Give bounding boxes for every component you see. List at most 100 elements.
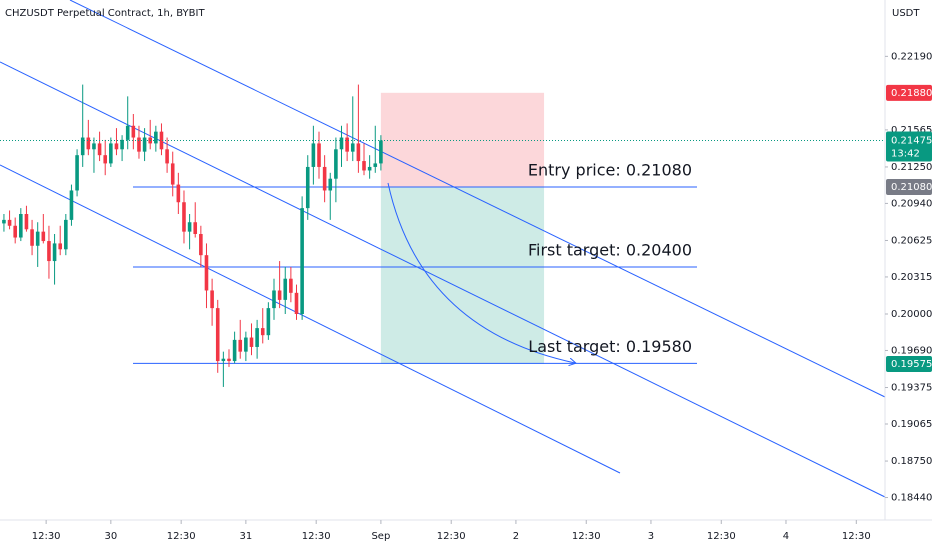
candle-body [232, 339, 237, 362]
x-tick-label: 2 [513, 531, 519, 542]
candle-body [210, 290, 214, 309]
candle-body [311, 143, 316, 167]
candle-body [125, 125, 130, 140]
candle-body [305, 166, 310, 209]
x-tick-label: 12:30 [842, 531, 871, 542]
y-tick-label: 0.20000 [891, 309, 932, 320]
candle-body [58, 243, 63, 250]
candle-body [41, 231, 46, 242]
y-tick-label: 0.19065 [891, 419, 932, 430]
candle-body [227, 358, 231, 362]
candle-body [199, 234, 203, 256]
candle-body [255, 328, 259, 347]
candle-body [159, 131, 164, 150]
candle-body [300, 208, 304, 314]
candle-body [294, 292, 299, 314]
candle-body [356, 143, 361, 162]
price-tag [886, 356, 932, 372]
projection-arrow [387, 182, 575, 363]
candle-body [103, 155, 108, 164]
candle-body [345, 137, 349, 152]
price-tag [886, 131, 932, 162]
price-tag [886, 84, 932, 101]
candle-body [35, 231, 40, 246]
price-tag-label: 0.21880 [891, 88, 932, 99]
x-tick-label: 12:30 [32, 531, 61, 542]
candle-body [244, 337, 248, 352]
x-tick-label: 12:30 [167, 531, 196, 542]
candle-body [362, 161, 366, 171]
candle-body [221, 358, 226, 362]
candle-body [19, 214, 23, 238]
y-tick-label: 0.20625 [891, 235, 932, 246]
candle-body [193, 222, 198, 234]
candle-body [350, 143, 355, 152]
x-tick-label: 4 [783, 531, 789, 542]
candle-body [75, 155, 79, 191]
x-tick-label: 12:30 [707, 531, 736, 542]
y-tick-label: 0.21250 [891, 162, 932, 173]
candle-body [289, 278, 293, 293]
level-label: Entry price: 0.21080 [528, 160, 692, 179]
candle-body [334, 149, 338, 179]
candle-body [328, 178, 333, 191]
candle-body [69, 190, 74, 220]
candle-body [109, 143, 113, 164]
candle-body [204, 255, 209, 291]
candle-body [24, 214, 29, 230]
candle-body [114, 143, 119, 150]
candle-body [97, 143, 102, 156]
y-tick-label: 0.20940 [891, 198, 932, 209]
chart-title: CHZUSDT Perpetual Contract, 1h, BYBIT [5, 8, 205, 19]
candle-body [238, 339, 243, 352]
candle-body [266, 308, 271, 336]
candle-body [120, 139, 124, 150]
x-tick-label: 3 [648, 531, 654, 542]
y-tick-label: 0.18750 [891, 456, 932, 467]
candle-body [13, 225, 17, 238]
channel-line [69, 0, 886, 398]
candle-body [80, 137, 85, 156]
candle-body [176, 184, 181, 203]
y-tick-label: 0.21565 [891, 125, 932, 136]
candle-body [367, 166, 372, 171]
candle-body [92, 143, 96, 150]
candle-body [47, 241, 51, 262]
candle-body [272, 290, 276, 309]
candle-body [170, 163, 175, 185]
x-tick-label: Sep [371, 531, 390, 542]
y-tick-label: 0.18440 [891, 493, 932, 504]
stop-zone [380, 92, 545, 187]
candle-body [7, 219, 12, 226]
candle-body [131, 125, 136, 138]
candle-body [215, 308, 220, 362]
level-label: Last target: 0.19580 [528, 337, 692, 356]
target-zone [380, 186, 545, 364]
price-tag-label: 0.21080 [891, 182, 932, 193]
axis-unit: USDT [892, 8, 920, 19]
background [380, 92, 545, 364]
candle-body [277, 290, 282, 300]
y-tick-label: 0.22190 [891, 51, 932, 62]
price-tag-sublabel: 13:42 [891, 148, 920, 159]
candle-body [165, 149, 169, 164]
candle-body [86, 137, 91, 150]
candle-body [317, 143, 321, 167]
y-tick-label: 0.19375 [891, 383, 932, 394]
candle-body [2, 219, 6, 224]
candle-body [30, 229, 34, 246]
candle-body [182, 202, 186, 232]
x-tick-label: 12:30 [572, 531, 601, 542]
candle-body [373, 163, 378, 167]
candle-body [249, 337, 254, 347]
x-tick-label: 31 [239, 531, 252, 542]
x-tick-label: 12:30 [437, 531, 466, 542]
candle-body [64, 219, 68, 250]
x-tick-label: 30 [104, 531, 117, 542]
candle-body [379, 140, 383, 164]
price-tag-label: 0.21475 [891, 135, 932, 146]
candle-body [52, 243, 57, 262]
y-tick-label: 0.20315 [891, 272, 932, 283]
x-tick-label: 12:30 [302, 531, 331, 542]
